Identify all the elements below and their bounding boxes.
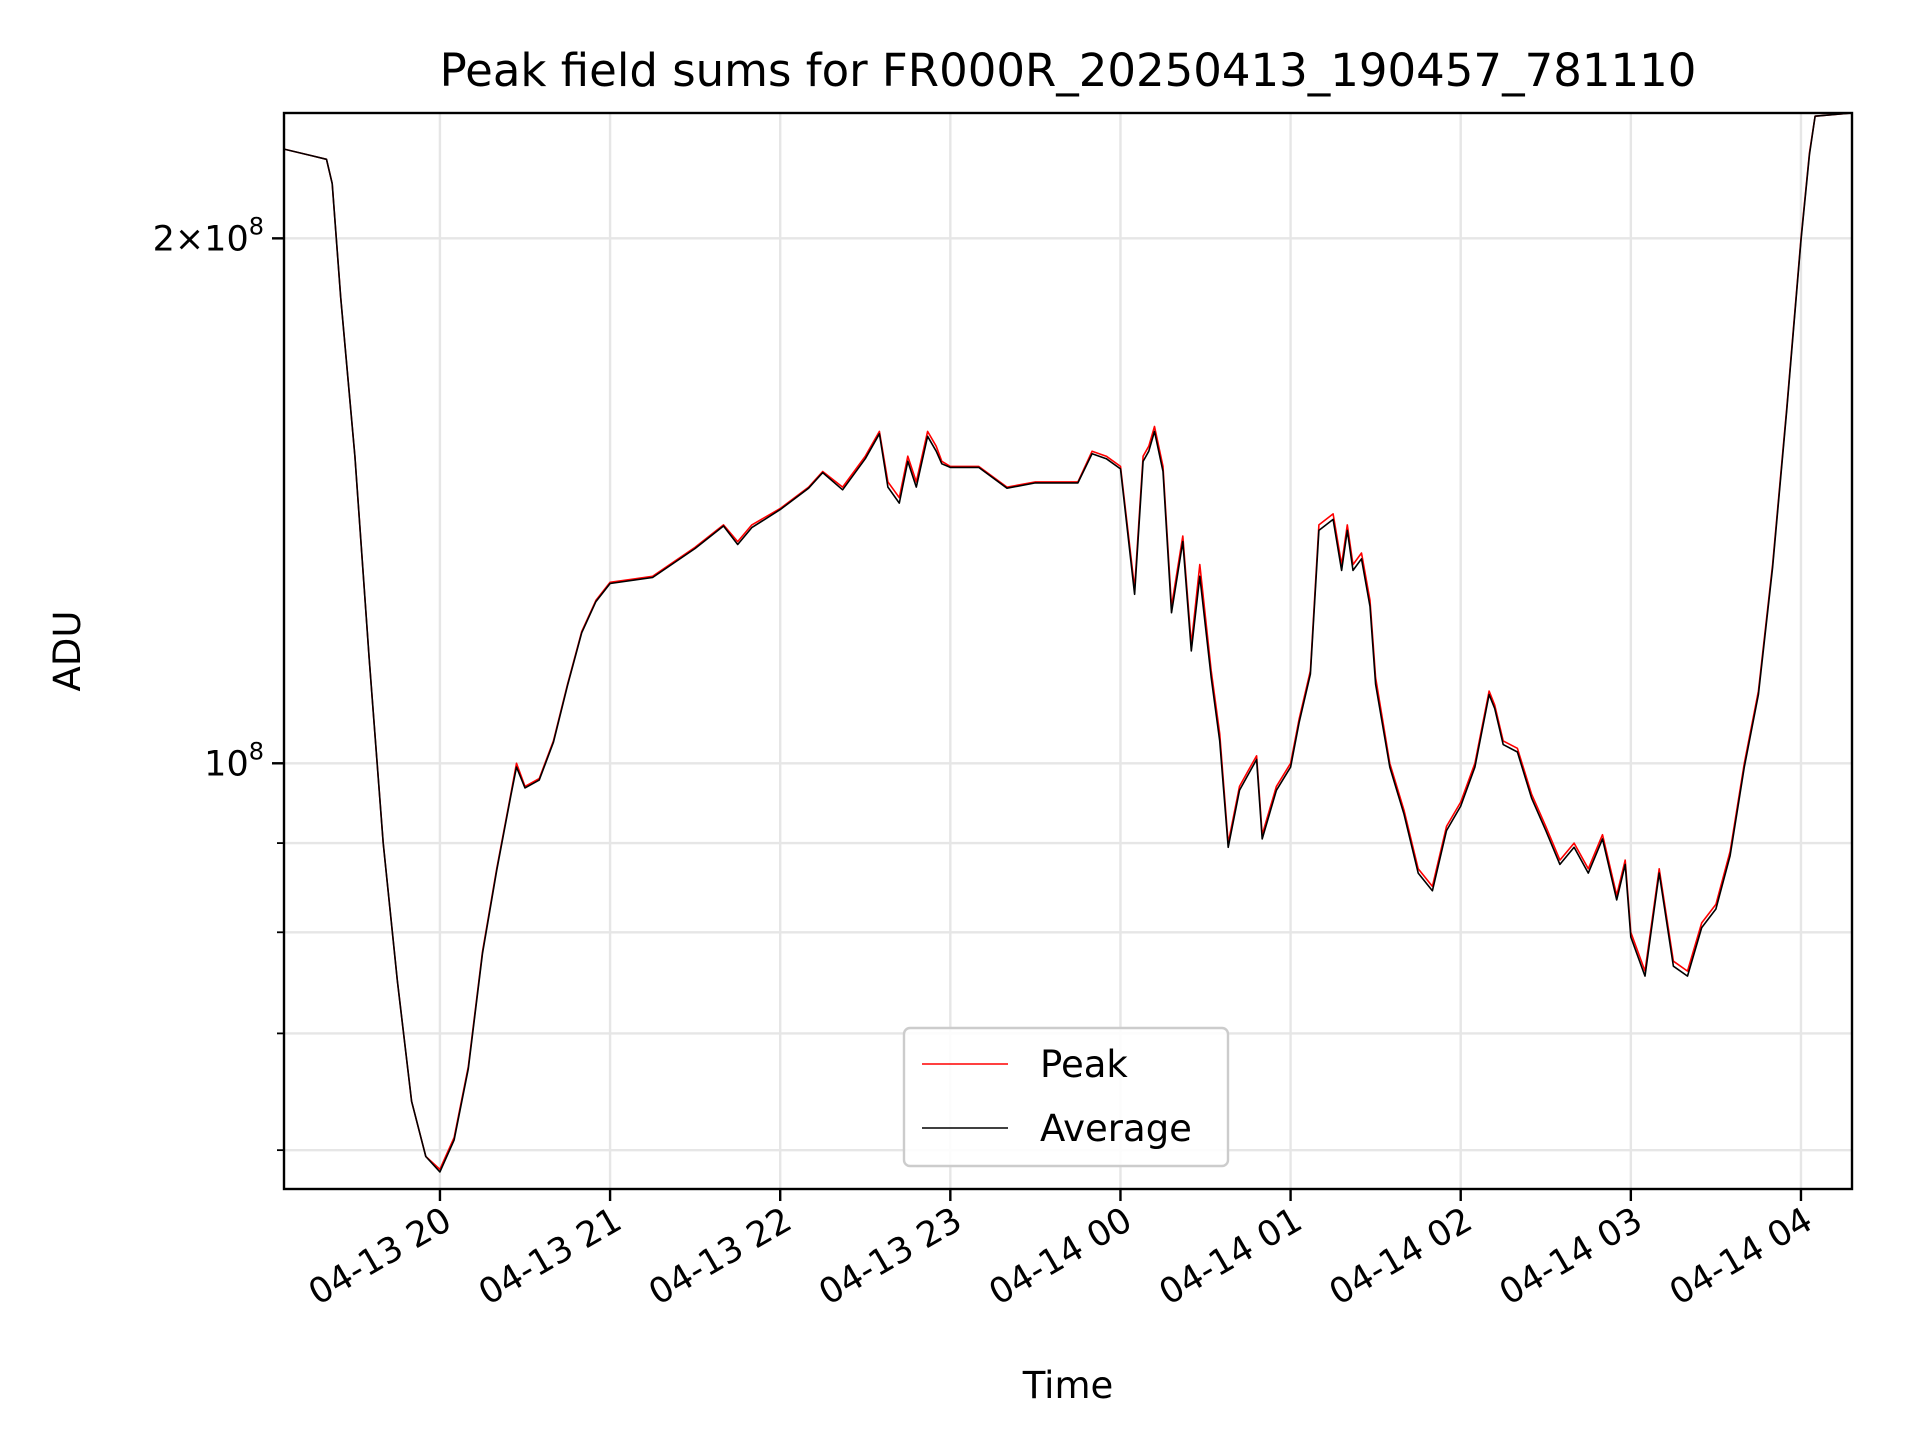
legend-label-average: Average [1040, 1107, 1192, 1150]
plot-frame [282, 111, 1854, 1191]
y-tick-mantissa: 2 [153, 219, 175, 259]
y-tick-exponent: 8 [249, 737, 264, 765]
series-line-peak [284, 113, 1852, 1171]
series-line-average [284, 113, 1852, 1173]
y-tick-label: 2×108 [153, 212, 264, 259]
y-tick-times: ×10 [175, 219, 249, 259]
grid-layer [284, 113, 1852, 1189]
y-tick-label: 108 [204, 737, 264, 784]
chart-title: Peak field sums for FR000R_20250413_1904… [440, 44, 1697, 97]
y-tick-exponent: 8 [249, 212, 264, 240]
legend: Peak Average [902, 1026, 1230, 1168]
legend-label-peak: Peak [1040, 1043, 1128, 1086]
y-tick-base: 10 [204, 744, 249, 784]
x-axis-label: Time [1022, 1364, 1114, 1407]
y-axis-label: ADU [46, 611, 89, 692]
series-layer [284, 113, 1852, 1173]
legend-box [902, 1026, 1230, 1168]
